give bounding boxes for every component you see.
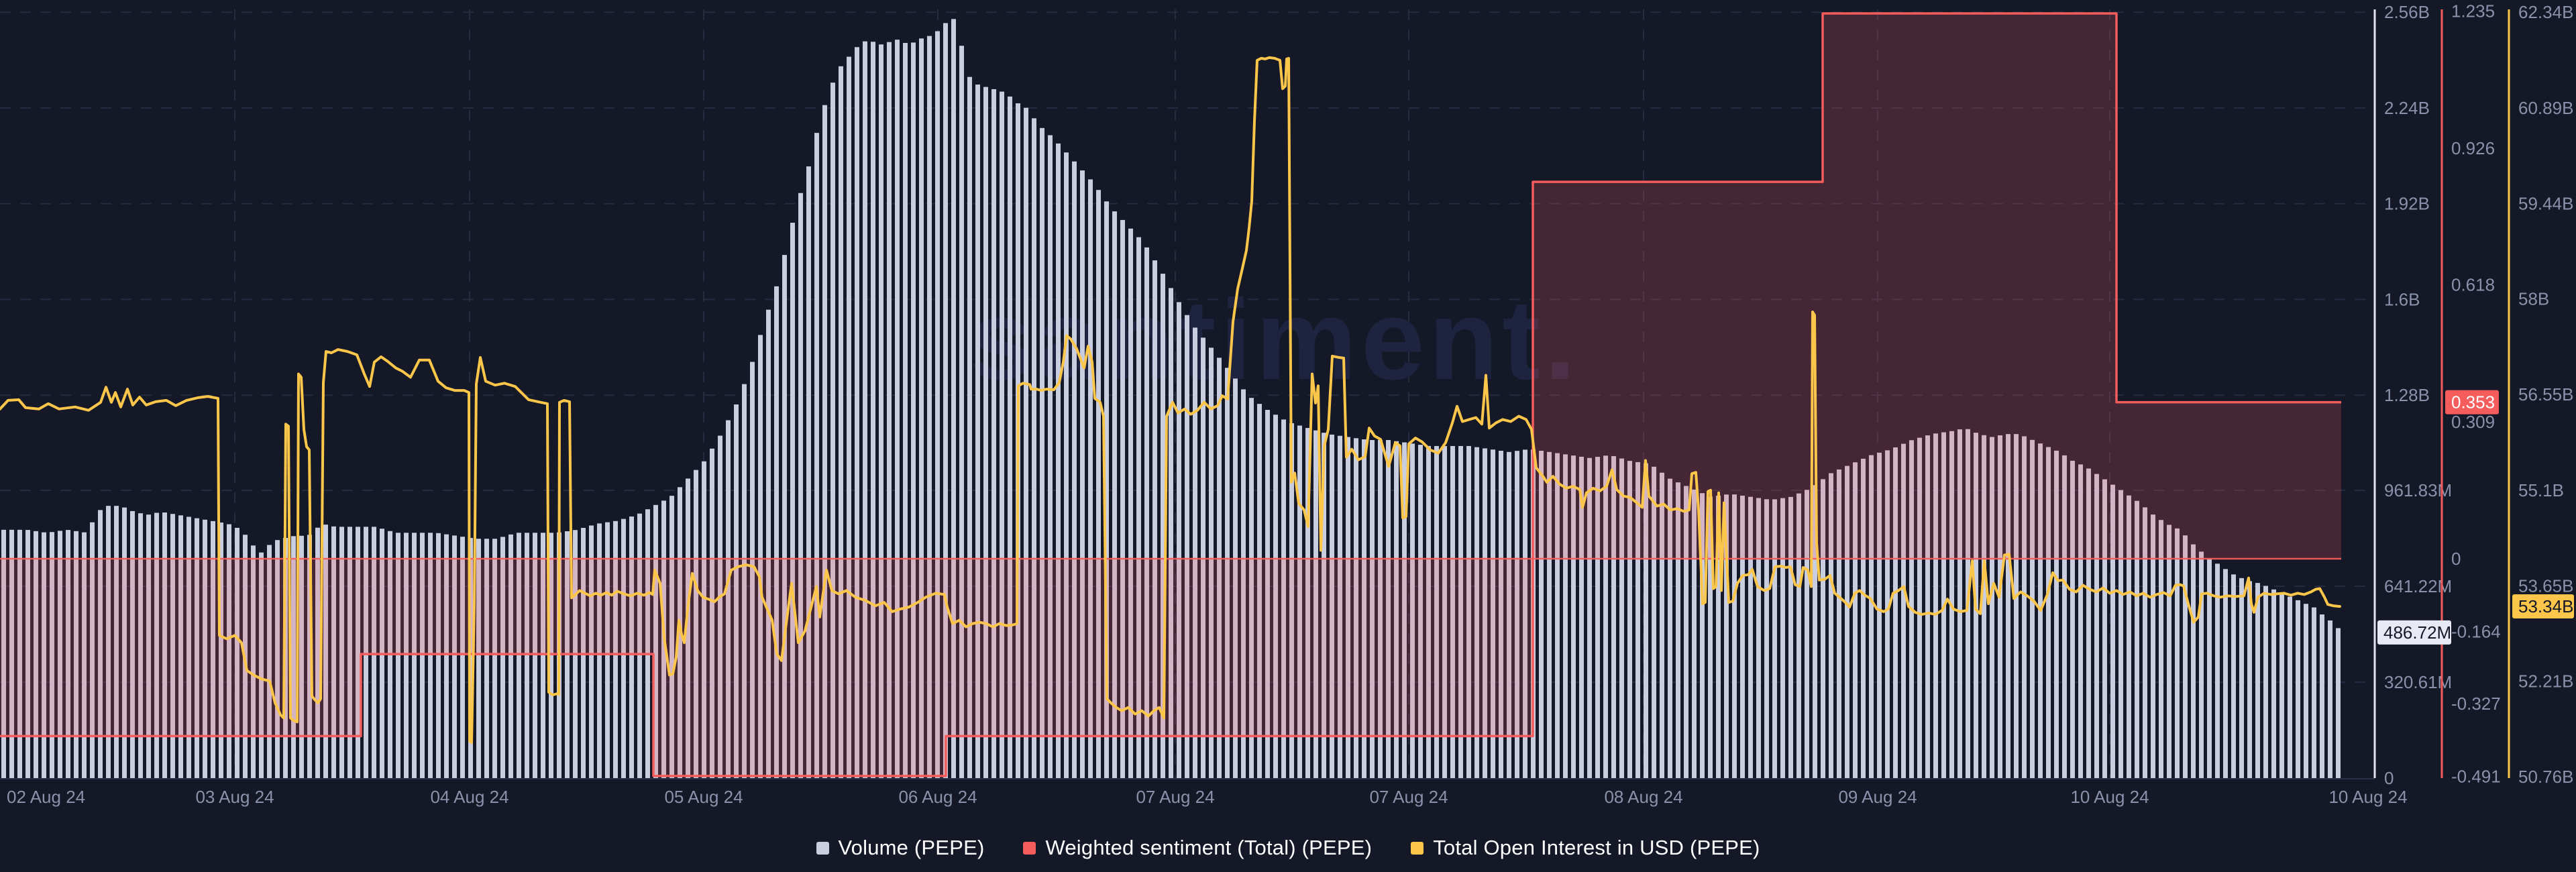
latest-value-badges: 486.72M 0.353 53.34B [2377, 390, 2574, 645]
svg-text:53.65B: 53.65B [2518, 576, 2573, 596]
svg-text:0.309: 0.309 [2451, 412, 2495, 432]
svg-text:53.34B: 53.34B [2518, 596, 2573, 616]
svg-text:320.61M: 320.61M [2384, 672, 2452, 692]
legend-label-open-interest: Total Open Interest in USD (PEPE) [1433, 836, 1760, 859]
svg-text:0: 0 [2384, 768, 2394, 788]
svg-text:-0.491: -0.491 [2451, 767, 2501, 787]
svg-text:08 Aug 24: 08 Aug 24 [1604, 787, 1682, 807]
svg-text:961.83M: 961.83M [2384, 480, 2452, 500]
svg-text:1.28B: 1.28B [2384, 385, 2430, 405]
legend-label-volume: Volume (PEPE) [838, 836, 985, 859]
svg-text:52.21B: 52.21B [2518, 671, 2573, 691]
svg-text:10 Aug 24: 10 Aug 24 [2328, 787, 2407, 807]
open-interest-swatch-icon [1411, 841, 1424, 855]
svg-text:-0.164: -0.164 [2451, 621, 2501, 641]
svg-text:60.89B: 60.89B [2518, 98, 2573, 118]
svg-text:07 Aug 24: 07 Aug 24 [1136, 787, 1214, 807]
svg-text:641.22M: 641.22M [2384, 576, 2452, 596]
weighted-sentiment-series[interactable] [0, 12, 2341, 777]
svg-text:0.618: 0.618 [2451, 275, 2495, 295]
svg-text:1.235: 1.235 [2451, 1, 2495, 21]
svg-text:58B: 58B [2518, 288, 2549, 309]
svg-text:50.76B: 50.76B [2518, 767, 2573, 787]
svg-text:486.72M: 486.72M [2383, 622, 2451, 643]
svg-text:0.926: 0.926 [2451, 138, 2495, 158]
svg-text:2.24B: 2.24B [2384, 98, 2430, 118]
svg-text:62.34B: 62.34B [2518, 2, 2573, 22]
svg-text:santiment.: santiment. [969, 276, 1580, 404]
svg-text:02 Aug 24: 02 Aug 24 [7, 787, 85, 807]
x-axis: 02 Aug 24 03 Aug 24 04 Aug 24 05 Aug 24 06 A… [0, 778, 2408, 807]
santiment-watermark: santiment. [969, 276, 1580, 404]
sentiment-latest-badge [2445, 390, 2499, 415]
sentiment-swatch-icon [1023, 841, 1036, 855]
svg-text:0: 0 [2451, 549, 2461, 569]
legend-label-sentiment: Weighted sentiment (Total) (PEPE) [1045, 836, 1373, 859]
svg-text:07 Aug 24: 07 Aug 24 [1369, 787, 1448, 807]
svg-text:06 Aug 24: 06 Aug 24 [898, 787, 977, 807]
svg-text:55.1B: 55.1B [2518, 480, 2564, 500]
legend-item-sentiment[interactable]: Weighted sentiment (Total) (PEPE) [1023, 836, 1372, 860]
right-axes: 2.56B 2.24B 1.92B 1.6B 1.28B 961.83M 641.22M 32… [2373, 1, 2573, 788]
legend-item-open-interest[interactable]: Total Open Interest in USD (PEPE) [1411, 836, 1760, 860]
svg-text:1.6B: 1.6B [2384, 289, 2420, 309]
volume-swatch-icon [816, 841, 829, 855]
svg-text:59.44B: 59.44B [2518, 194, 2573, 214]
legend: Volume (PEPE) Weighted sentiment (Total)… [0, 830, 2576, 865]
svg-text:0.353: 0.353 [2451, 392, 2495, 413]
volume-latest-badge [2377, 620, 2451, 645]
svg-text:2.56B: 2.56B [2384, 2, 2430, 22]
svg-text:-0.327: -0.327 [2451, 694, 2501, 714]
svg-text:03 Aug 24: 03 Aug 24 [195, 787, 274, 807]
svg-text:56.55B: 56.55B [2518, 384, 2573, 404]
svg-text:1.92B: 1.92B [2384, 194, 2430, 214]
legend-item-volume[interactable]: Volume (PEPE) [816, 836, 985, 860]
svg-text:04 Aug 24: 04 Aug 24 [430, 787, 508, 807]
svg-text:10 Aug 24: 10 Aug 24 [2070, 787, 2149, 807]
oi-latest-badge [2512, 594, 2574, 619]
svg-text:09 Aug 24: 09 Aug 24 [1838, 787, 1917, 807]
svg-text:05 Aug 24: 05 Aug 24 [664, 787, 743, 807]
open-interest-series[interactable] [0, 56, 2341, 744]
